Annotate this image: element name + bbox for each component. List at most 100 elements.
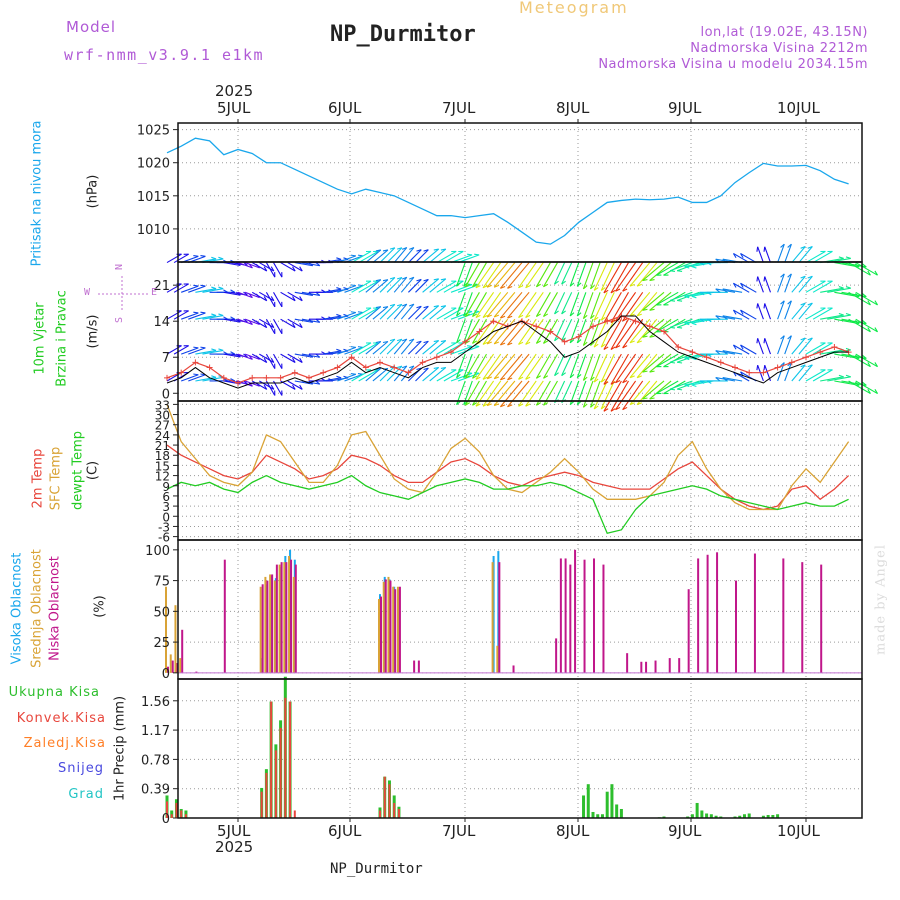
cloud-mid-bar	[387, 576, 390, 673]
wind-barb	[590, 380, 601, 408]
wind-barb	[294, 318, 313, 323]
wind-barb-head	[669, 388, 676, 391]
wind-barb-head	[756, 246, 759, 252]
wind-barb-head	[486, 284, 492, 288]
wind-barb-head	[536, 402, 541, 406]
wind-barb	[244, 353, 260, 360]
wind-barb-head	[456, 282, 461, 287]
wind-barb-head	[500, 315, 506, 319]
cloud-low-bar	[801, 562, 804, 673]
wind-barb-head	[440, 305, 446, 308]
wind-gust-marker	[590, 323, 596, 330]
wind-barb-head	[590, 341, 595, 346]
wind-barb	[684, 291, 707, 297]
y-tick-label: 1.17	[141, 724, 170, 739]
wind-barb-head	[507, 285, 513, 289]
wind-barb-head	[357, 254, 364, 257]
wind-barb	[740, 252, 757, 264]
wind-gust-marker	[377, 359, 383, 366]
wind-barb	[733, 309, 750, 320]
cloud-mid-bar	[288, 555, 291, 673]
wind-gust-marker	[419, 359, 426, 366]
wind-barb	[827, 314, 851, 320]
wind-barb	[166, 310, 182, 320]
wind-barb	[173, 253, 189, 264]
wind-barb	[518, 353, 537, 380]
cloud-mid-bar	[392, 586, 395, 673]
wind-barb	[482, 291, 502, 318]
wind-barb	[486, 353, 509, 380]
wind-barb-head	[465, 402, 470, 406]
wind-barb	[684, 380, 707, 386]
wind-barb-head	[845, 312, 851, 316]
wind-barb-head	[525, 403, 531, 407]
precip-total-bar	[705, 813, 709, 818]
wind-barb	[173, 283, 189, 293]
wind-barb	[499, 262, 523, 289]
cloud-low-bar	[285, 562, 288, 673]
wind-barb	[386, 277, 403, 293]
wind-gust-marker	[760, 369, 767, 376]
wind-barb-head	[642, 397, 648, 400]
wind-barb	[280, 262, 296, 272]
wind-barb	[576, 353, 587, 378]
wind-barb	[805, 342, 826, 355]
day-label-bottom: 7JUL	[442, 822, 476, 840]
wind-barb	[251, 262, 268, 272]
wind-barb	[610, 318, 629, 350]
wind-barb	[615, 262, 637, 292]
wind-barb	[400, 247, 415, 263]
wind-barb-head	[472, 402, 478, 406]
wind-barb-head	[494, 314, 500, 318]
wind-barb	[722, 315, 743, 320]
precip-total-bar	[747, 813, 751, 818]
wind-barb	[166, 253, 182, 264]
wind-barb-head	[543, 313, 549, 318]
wind-barb	[629, 353, 651, 379]
wind-barb	[642, 291, 665, 311]
wind-barb	[351, 250, 372, 264]
cloud-low-bar	[735, 580, 737, 673]
wind-barb-head	[486, 341, 492, 345]
wind-barb	[535, 262, 551, 288]
cloud-low-bar	[389, 580, 392, 673]
wind-barb	[436, 280, 457, 293]
wind-barb-head	[787, 273, 792, 278]
wind-gust-marker	[206, 364, 213, 371]
wind-barb	[525, 318, 544, 345]
y-tick-label: 0	[162, 387, 170, 402]
wind-gust-marker	[717, 359, 724, 366]
wind-barb	[456, 292, 466, 317]
wind-barb-head	[518, 314, 524, 319]
wind-barb	[259, 353, 275, 363]
wind-barb-head	[211, 256, 217, 260]
wind-barb-head	[669, 270, 676, 273]
wind-barb-head	[475, 285, 481, 289]
wind-barb-head	[416, 367, 422, 371]
wind-barb	[265, 318, 276, 335]
wind-barb-head	[554, 337, 559, 342]
wind-barb-head	[433, 248, 439, 251]
wind-barb	[486, 318, 509, 345]
wind-barb-head	[292, 323, 296, 328]
wind-barb	[636, 262, 658, 287]
precip-legend-hail: Grad	[68, 787, 104, 802]
wind-barb	[429, 367, 447, 382]
wind-barb-head	[456, 312, 461, 317]
wind-barb	[415, 305, 429, 320]
y-tick-label: 15	[155, 459, 170, 473]
wind-barb	[351, 280, 372, 293]
wind-barb	[740, 344, 757, 355]
wind-barb-head	[610, 289, 616, 294]
wind-barb-head	[800, 245, 806, 249]
wind-barb	[791, 246, 806, 263]
wind-barb-head	[615, 380, 621, 384]
wind-barb	[457, 284, 480, 293]
wind-barb	[223, 353, 241, 358]
wind-barb	[463, 353, 473, 378]
wind-barb	[344, 311, 364, 320]
y-tick-label: -3	[158, 520, 170, 534]
wind-gust-marker	[277, 374, 284, 381]
wind-barb-head	[642, 279, 648, 282]
